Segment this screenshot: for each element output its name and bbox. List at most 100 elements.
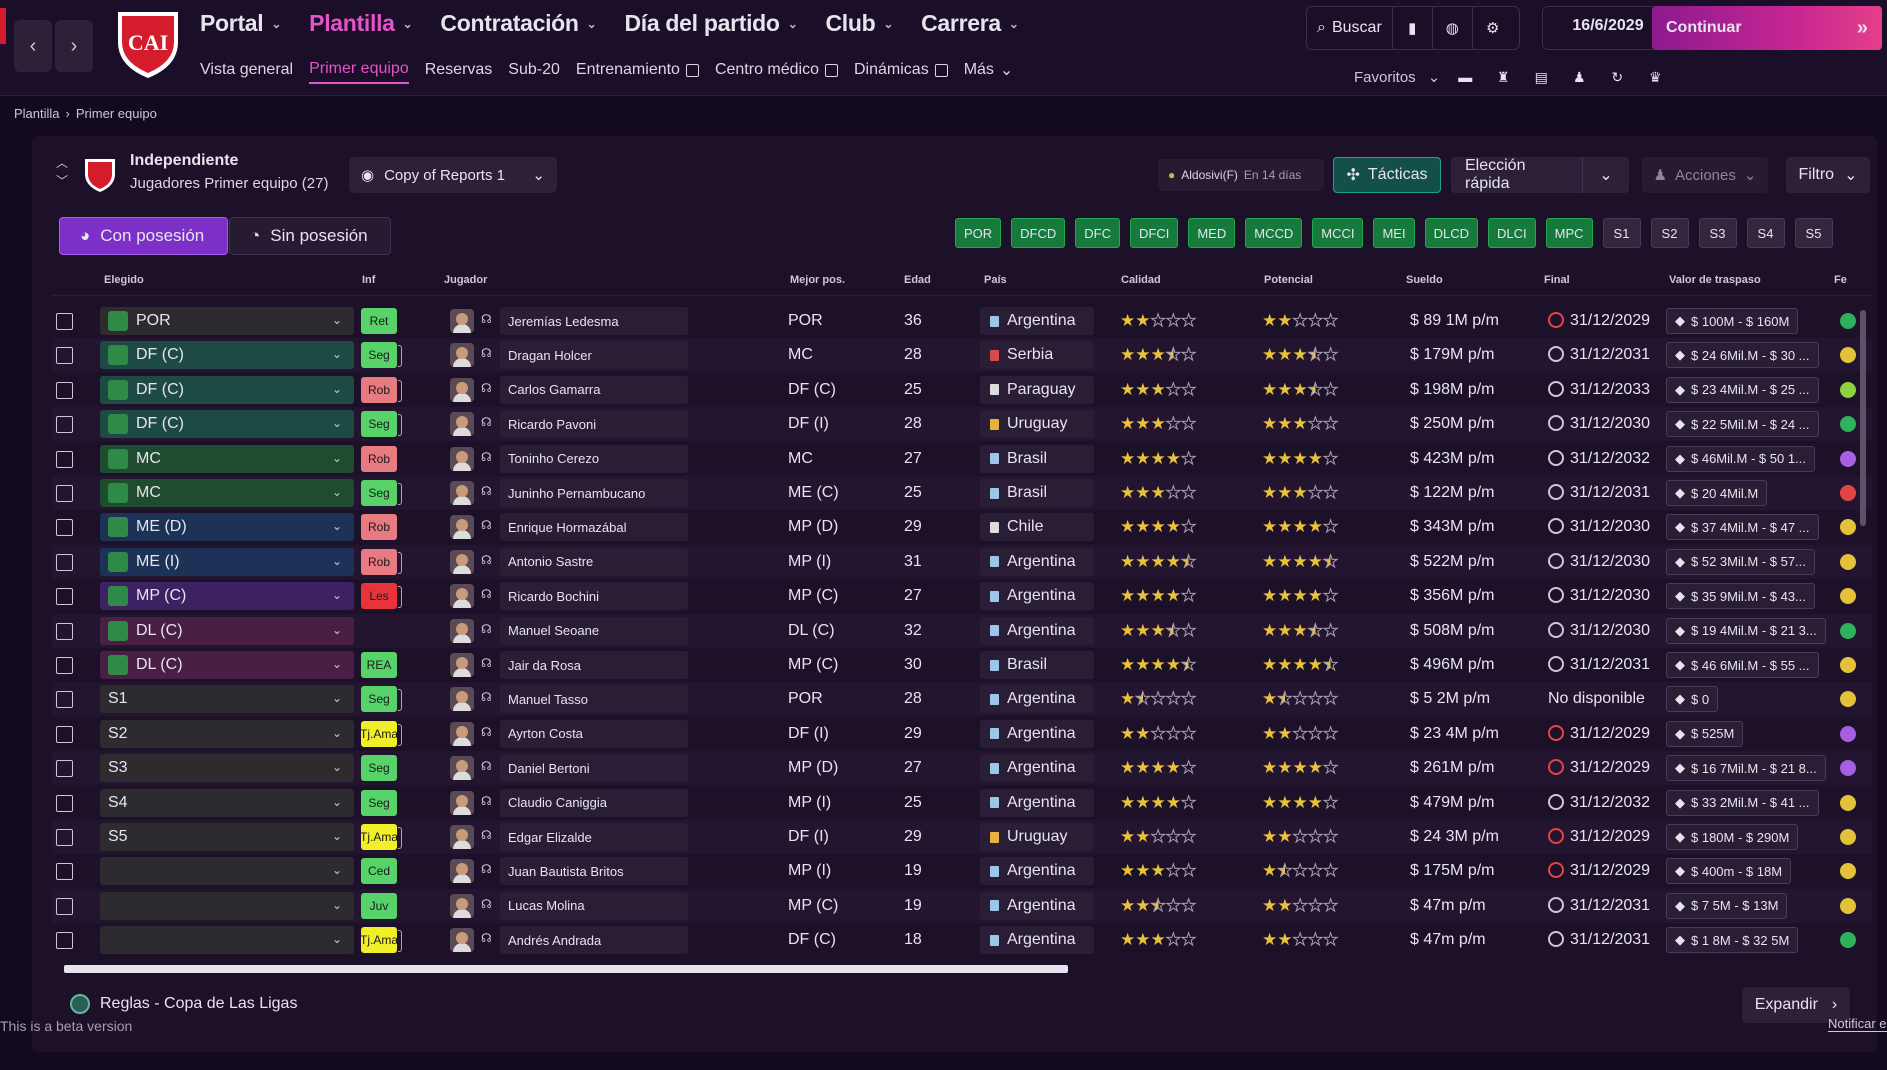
transfer-value[interactable]: ◆ $ 1 8M - $ 32 5M	[1666, 927, 1799, 954]
globe-icon[interactable]: ◍	[1433, 7, 1473, 49]
main-nav-item[interactable]: Contratación ⌄	[440, 10, 596, 37]
forward-button[interactable]: ›	[55, 20, 93, 72]
player-name[interactable]: Ayrton Costa	[500, 719, 688, 748]
player-country[interactable]: Uruguay	[980, 410, 1094, 439]
selected-position-dropdown[interactable]: ME (D) ⌄	[100, 513, 354, 542]
player-name[interactable]: Dragan Holcer	[500, 341, 688, 370]
position-chip[interactable]: MCCI	[1312, 218, 1364, 248]
player-name[interactable]: Juan Bautista Britos	[500, 857, 688, 886]
select-checkbox[interactable]	[56, 450, 73, 468]
chat-icon[interactable]: ▬	[1458, 69, 1473, 85]
shirt-icon[interactable]: ♜	[1496, 68, 1510, 85]
with-possession-tab[interactable]: ◕ Con posesión	[59, 217, 228, 255]
select-checkbox[interactable]	[56, 829, 73, 846]
table-row[interactable]: ⌄ Tj.Ama ☊ Andrés Andrada DF (C) 18 Argentina ★…	[52, 923, 1872, 957]
filter-dropdown[interactable]: Filtro ⌄	[1786, 157, 1870, 193]
player-name[interactable]: Edgar Elizalde	[500, 823, 688, 851]
table-row[interactable]: S4 ⌄ Seg ☊ Claudio Caniggia MP (I) 25 Argentina…	[52, 786, 1872, 820]
transfer-value[interactable]: ◆ $ 19 4Mil.M - $ 21 3...	[1666, 617, 1826, 644]
player-country[interactable]: Argentina	[980, 754, 1094, 783]
info-badge[interactable]: Rob	[361, 514, 397, 541]
transfer-value[interactable]: ◆ $ 22 5Mil.M - $ 24 ...	[1666, 411, 1819, 438]
staff-icon[interactable]: ♟	[1572, 68, 1586, 85]
transfer-value[interactable]: ◆ $ 525M	[1666, 720, 1744, 747]
select-checkbox[interactable]	[56, 897, 73, 915]
select-checkbox[interactable]	[56, 416, 73, 434]
sub-chip[interactable]: S3	[1698, 218, 1737, 248]
selected-position-dropdown[interactable]: S1 ⌄	[100, 685, 354, 714]
info-badge[interactable]: Seg	[361, 342, 397, 369]
player-country[interactable]: Brasil	[980, 651, 1094, 679]
player-name[interactable]: Jeremías Ledesma	[500, 307, 688, 335]
selected-position-dropdown[interactable]: S4 ⌄	[100, 788, 354, 817]
info-badge[interactable]: REA	[361, 652, 397, 678]
selected-position-dropdown[interactable]: MC ⌄	[100, 444, 354, 473]
select-checkbox[interactable]	[56, 691, 73, 709]
table-row[interactable]: S3 ⌄ Seg ☊ Daniel Bertoni MP (D) 27 Argentina ★★…	[52, 751, 1872, 786]
club-crest-icon[interactable]: CAI	[110, 6, 186, 82]
position-chip[interactable]: DLCI	[1487, 218, 1536, 248]
selected-position-dropdown[interactable]: POR ⌄	[100, 307, 354, 335]
select-checkbox[interactable]	[56, 794, 73, 812]
transfer-value[interactable]: ◆ $ 23 4Mil.M - $ 25 ...	[1666, 376, 1819, 403]
player-country[interactable]: Paraguay	[980, 375, 1094, 404]
selected-position-dropdown[interactable]: DL (C) ⌄	[100, 616, 354, 645]
info-badge[interactable]: Seg	[361, 755, 397, 782]
report-link[interactable]: Notificar e	[1828, 1016, 1887, 1032]
notes-icon[interactable]: ▮	[1393, 7, 1433, 49]
table-row[interactable]: S1 ⌄ Seg ☊ Manuel Tasso POR 28 Argentina ★★★★★ ★★…	[52, 682, 1872, 717]
select-checkbox[interactable]	[56, 760, 73, 778]
selected-position-dropdown[interactable]: ⌄	[100, 926, 354, 955]
table-row[interactable]: MP (C) ⌄ Les ☊ Ricardo Bochini MP (C) 27 Argent…	[52, 579, 1872, 613]
chevron-down-icon[interactable]: ⌄	[1599, 167, 1613, 184]
select-checkbox[interactable]	[56, 485, 73, 502]
position-chip[interactable]: DFCD	[1011, 218, 1066, 248]
player-name[interactable]: Juninho Pernambucano	[500, 479, 688, 507]
info-badge[interactable]: Juv	[361, 892, 397, 919]
sub-chip[interactable]: S1	[1602, 218, 1641, 248]
info-badge[interactable]: Ced	[361, 858, 397, 885]
gear-icon[interactable]: ⚙	[1486, 20, 1500, 37]
table-row[interactable]: POR ⌄ Ret ☊ Jeremías Ledesma POR 36 Argentina ★★…	[52, 304, 1872, 338]
player-country[interactable]: Brasil	[980, 444, 1094, 473]
transfer-value[interactable]: ◆ $ 0	[1666, 686, 1719, 713]
table-row[interactable]: MC ⌄ Seg ☊ Juninho Pernambucano ME (C) 25 Brasi…	[52, 476, 1872, 510]
info-badge[interactable]: Seg	[361, 789, 397, 816]
select-checkbox[interactable]	[56, 347, 73, 365]
info-badge[interactable]: Rob	[361, 445, 397, 472]
info-badge[interactable]: Seg	[361, 686, 397, 713]
tactics-button[interactable]: ✣ Tácticas	[1333, 157, 1441, 193]
selected-position-dropdown[interactable]: ME (I) ⌄	[100, 547, 354, 576]
col-ability[interactable]: Calidad	[1121, 274, 1161, 286]
col-potential[interactable]: Potencial	[1264, 274, 1313, 286]
transfer-value[interactable]: ◆ $ 180M - $ 290M	[1666, 824, 1799, 850]
sub-nav-item[interactable]: Sub-20	[508, 60, 560, 84]
col-player[interactable]: Jugador	[444, 274, 488, 286]
select-checkbox[interactable]	[56, 863, 73, 881]
transfer-value[interactable]: ◆ $ 100M - $ 160M	[1666, 308, 1799, 334]
info-badge[interactable]: Rob	[361, 376, 397, 403]
vertical-scrollbar[interactable]	[1860, 310, 1866, 526]
clipboard-icon[interactable]: ▤	[1534, 68, 1548, 85]
player-name[interactable]: Toninho Cerezo	[500, 444, 688, 473]
without-possession-tab[interactable]: ◔ Sin posesión	[229, 217, 391, 255]
select-checkbox[interactable]	[56, 313, 73, 330]
player-name[interactable]: Ricardo Bochini	[500, 582, 688, 611]
sub-nav-item[interactable]: Más ⌄	[964, 60, 1014, 84]
actions-dropdown[interactable]: ♟ Acciones ⌄	[1642, 157, 1768, 193]
col-info[interactable]: Inf	[362, 274, 376, 286]
selected-position-dropdown[interactable]: ⌄	[100, 891, 354, 920]
main-nav-item[interactable]: Día del partido ⌄	[624, 10, 797, 37]
transfer-value[interactable]: ◆ $ 35 9Mil.M - $ 43...	[1666, 583, 1815, 610]
main-nav-item[interactable]: Portal ⌄	[200, 10, 281, 37]
col-selected[interactable]: Elegido	[104, 274, 144, 286]
info-badge[interactable]: Seg	[361, 480, 397, 506]
player-country[interactable]: Argentina	[980, 788, 1094, 817]
position-chip[interactable]: POR	[955, 218, 1002, 248]
position-chip[interactable]: MCCD	[1245, 218, 1303, 248]
col-transfer-value[interactable]: Valor de traspaso	[1669, 274, 1761, 286]
main-nav-item[interactable]: Carrera ⌄	[921, 10, 1019, 37]
player-name[interactable]: Lucas Molina	[500, 891, 688, 920]
info-badge[interactable]: Tj.Ama	[361, 927, 397, 954]
trophy-icon[interactable]: ♛	[1648, 68, 1662, 85]
